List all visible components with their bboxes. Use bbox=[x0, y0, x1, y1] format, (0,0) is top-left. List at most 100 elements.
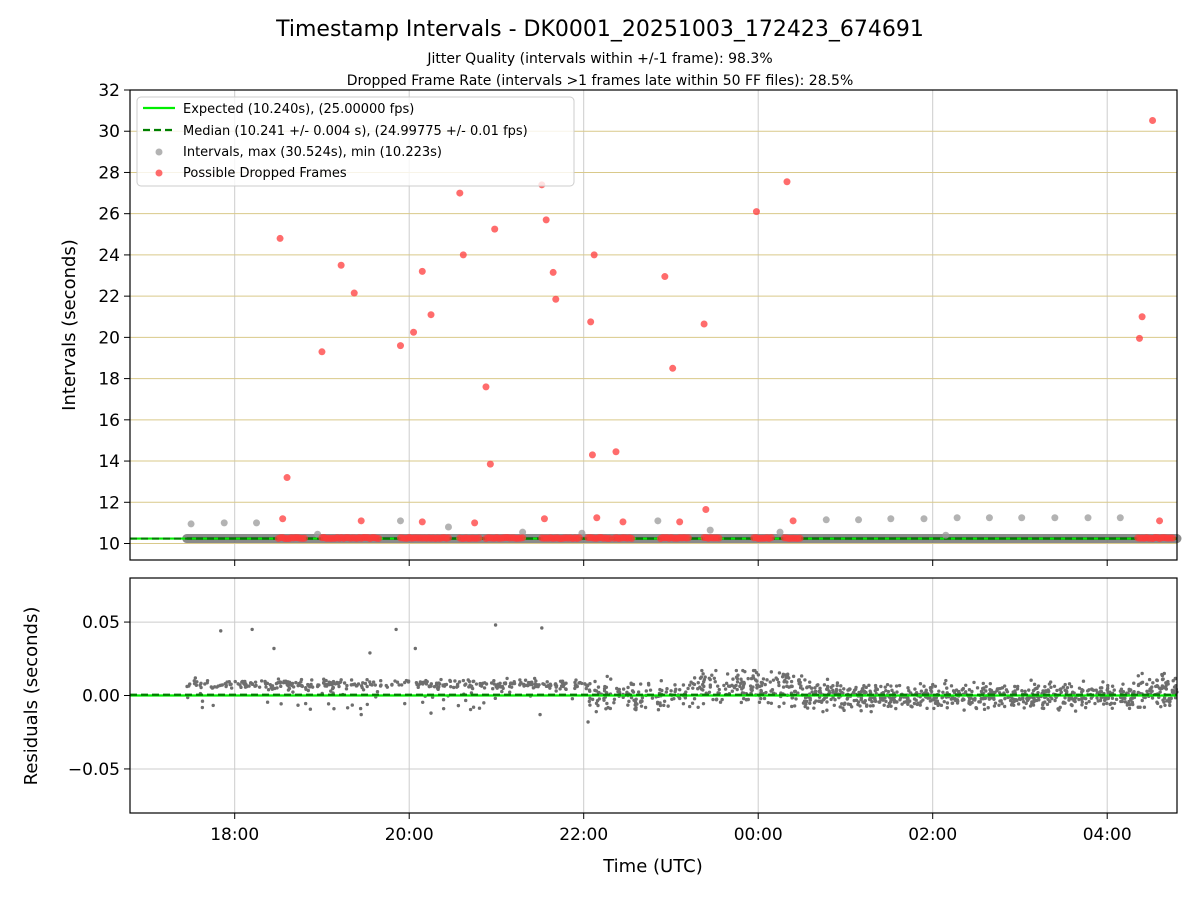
dropped-point bbox=[471, 519, 479, 527]
dropped-point bbox=[1135, 334, 1143, 342]
residual-point bbox=[894, 684, 899, 688]
residual-point bbox=[829, 685, 833, 690]
residual-outlier-point bbox=[540, 626, 544, 630]
residual-point bbox=[908, 699, 912, 703]
residual-point bbox=[710, 673, 714, 677]
residual-point bbox=[906, 702, 910, 706]
residual-point bbox=[979, 689, 984, 694]
residual-point bbox=[329, 689, 333, 693]
residual-point bbox=[638, 682, 643, 686]
residual-point bbox=[1026, 696, 1030, 700]
residual-point bbox=[856, 700, 861, 704]
residual-point bbox=[254, 684, 258, 688]
residual-point bbox=[815, 683, 819, 688]
residual-point bbox=[918, 681, 923, 686]
top-y-tick-label: 30 bbox=[98, 122, 120, 142]
bottom-panel: 18:00 20:00 22:00 00:00 02:00 04:00 0.05 0.00 −0… bbox=[21, 577, 1179, 877]
residual-outlier-point bbox=[250, 627, 254, 632]
residual-point bbox=[864, 704, 869, 708]
residual-point bbox=[1093, 701, 1097, 706]
residual-point bbox=[457, 680, 462, 684]
residual-point bbox=[466, 678, 470, 682]
residual-point bbox=[518, 678, 522, 682]
residual-point bbox=[1112, 688, 1116, 692]
residual-point bbox=[1016, 702, 1021, 706]
residual-point bbox=[332, 706, 336, 711]
residual-point bbox=[454, 685, 459, 689]
residual-point bbox=[616, 689, 620, 694]
residual-point bbox=[805, 685, 809, 690]
residual-point bbox=[945, 701, 950, 705]
residual-point bbox=[345, 683, 349, 688]
residual-point bbox=[1140, 698, 1144, 703]
residual-point bbox=[365, 702, 369, 707]
residual-point bbox=[918, 703, 922, 707]
residual-point bbox=[1024, 701, 1028, 706]
residual-point bbox=[1044, 689, 1048, 693]
residual-point bbox=[494, 683, 498, 687]
residual-point bbox=[615, 686, 619, 691]
chart-subtitle-jitter: Jitter Quality (intervals within +/-1 fr… bbox=[426, 51, 772, 67]
residual-point bbox=[379, 683, 383, 687]
residual-point bbox=[740, 687, 744, 691]
bottom-residual-points bbox=[185, 623, 1179, 724]
residual-point bbox=[501, 686, 505, 691]
residual-point bbox=[554, 685, 558, 689]
residual-point bbox=[945, 706, 949, 710]
residual-outlier-point bbox=[272, 646, 276, 651]
residual-point bbox=[1167, 700, 1172, 704]
residual-point bbox=[701, 680, 706, 684]
residual-point bbox=[877, 700, 881, 704]
residual-point bbox=[898, 696, 903, 700]
residual-point bbox=[802, 699, 807, 703]
dropped-cluster-point bbox=[715, 534, 723, 542]
residual-point bbox=[769, 701, 774, 706]
residual-point bbox=[735, 687, 739, 692]
residual-point bbox=[1173, 676, 1178, 681]
residual-point bbox=[573, 680, 577, 685]
residual-point bbox=[629, 681, 633, 685]
residual-point bbox=[714, 668, 718, 673]
residual-point bbox=[1015, 684, 1020, 689]
top-legend: Expected (10.240s), (25.00000 fps) Media… bbox=[136, 96, 575, 187]
residual-point bbox=[669, 689, 673, 693]
residual-point bbox=[835, 683, 839, 688]
residual-point bbox=[534, 684, 538, 688]
residual-point bbox=[259, 679, 264, 683]
residual-point bbox=[1132, 695, 1137, 700]
residual-point bbox=[768, 680, 772, 684]
residual-point bbox=[339, 678, 343, 682]
residual-point bbox=[420, 700, 425, 704]
residual-point bbox=[192, 681, 197, 686]
residual-point bbox=[732, 684, 736, 689]
residual-point bbox=[777, 683, 781, 688]
residual-point bbox=[1106, 691, 1110, 695]
residual-point bbox=[726, 684, 731, 688]
residual-point bbox=[720, 697, 724, 702]
residual-point bbox=[718, 700, 723, 704]
residual-point bbox=[1136, 674, 1141, 678]
top-y-tick-label: 18 bbox=[98, 370, 120, 390]
residual-point bbox=[650, 696, 655, 700]
interval-point bbox=[953, 514, 961, 522]
residual-point bbox=[588, 689, 592, 693]
residual-point bbox=[441, 698, 446, 702]
residual-point bbox=[1112, 701, 1117, 706]
top-y-tick-label: 24 bbox=[98, 246, 120, 266]
residual-point bbox=[1150, 696, 1155, 700]
residual-point bbox=[1073, 699, 1077, 704]
residual-point bbox=[1085, 689, 1090, 693]
residual-point bbox=[1022, 706, 1026, 710]
dropped-point bbox=[418, 267, 426, 275]
residual-point bbox=[1069, 703, 1073, 707]
dropped-point bbox=[350, 289, 358, 297]
residual-point bbox=[193, 676, 198, 680]
residual-point bbox=[929, 689, 934, 694]
residual-point bbox=[1162, 700, 1166, 704]
residual-point bbox=[681, 702, 686, 706]
residual-point bbox=[545, 680, 549, 684]
residual-point bbox=[724, 681, 729, 686]
residual-point bbox=[808, 701, 812, 705]
dropped-point bbox=[783, 178, 791, 186]
x-tick-label: 22:00 bbox=[559, 825, 608, 845]
